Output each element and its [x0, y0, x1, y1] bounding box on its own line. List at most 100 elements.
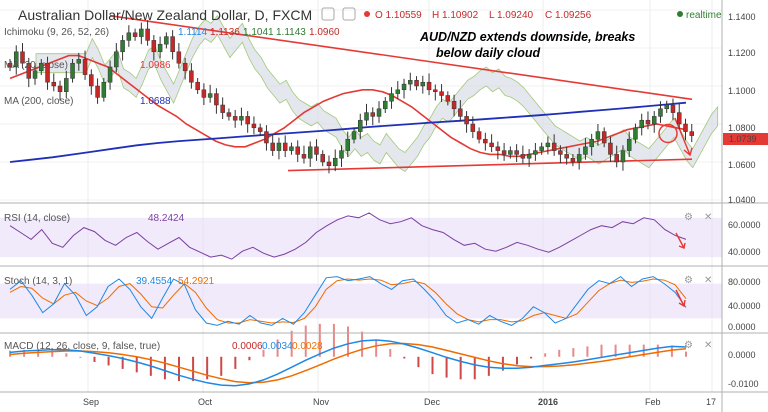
macd-signal-value: 0.0028 [292, 341, 323, 352]
candle [76, 52, 82, 71]
candle-body [358, 119, 363, 132]
candle-body [576, 154, 582, 163]
candle [7, 59, 13, 72]
ichimoku-v1: 1.1114 [178, 27, 208, 38]
candle [182, 57, 188, 80]
macd-hist-bar [431, 356, 434, 375]
macd-hist-bar [614, 344, 617, 357]
candle-body [314, 146, 319, 155]
candle [20, 43, 25, 69]
candle [451, 94, 457, 117]
price-axis: 1.1400 1.1200 1.1000 1.0800 1.0600 1.040… [728, 12, 756, 205]
candle [620, 145, 626, 171]
price-tick: 1.0400 [728, 195, 756, 205]
candle [564, 146, 569, 165]
candle-body [451, 100, 457, 110]
candle [14, 45, 19, 75]
candle-body [370, 112, 376, 117]
sub-panels [0, 212, 722, 387]
candle-body [633, 127, 638, 140]
candle [239, 107, 244, 126]
eye-icon[interactable] [342, 7, 356, 21]
price-tick: 1.1200 [728, 48, 756, 58]
candle-body [295, 146, 300, 155]
candle-body [689, 131, 694, 136]
candle-body [495, 146, 501, 151]
candle [395, 81, 401, 99]
candle-body [245, 116, 250, 125]
ohlc-close: C 1.09256 [545, 10, 592, 21]
candle-body [389, 93, 394, 102]
macd-hist-bar [206, 356, 209, 380]
macd-hist-bar [93, 356, 96, 362]
rsi-arrow-icon [675, 232, 686, 249]
macd-hist-bar [304, 325, 307, 357]
stoch-tick: 80.0000 [728, 277, 761, 287]
candle [339, 145, 344, 167]
candle [45, 56, 50, 90]
settings-icon[interactable] [321, 7, 335, 21]
rsi-line [9, 212, 687, 260]
candle [389, 87, 394, 109]
toolbar-icons[interactable] [321, 7, 356, 21]
candle-body [614, 154, 619, 163]
candle [576, 147, 582, 170]
stoch-settings-icon[interactable]: ⚙ [684, 275, 693, 286]
candle-body [595, 131, 601, 140]
ohlc-open: O 1.10559 [375, 10, 422, 21]
candle-body [676, 112, 682, 125]
candle-body [14, 51, 19, 68]
ichimoku-v4: 1.1143 [276, 27, 306, 38]
candle [645, 111, 651, 130]
macd-hist-bar [178, 356, 180, 382]
macd-close-icon[interactable]: ✕ [704, 340, 712, 351]
stoch-k-value: 39.4554 [136, 276, 173, 287]
macd-hist-bar [51, 350, 54, 357]
candle-body [89, 74, 94, 87]
time-tick: Feb [645, 397, 661, 407]
candle-body [320, 154, 325, 163]
candle-body [626, 138, 632, 151]
candle-body [620, 150, 626, 163]
candle [420, 75, 426, 94]
candle-body [39, 62, 44, 72]
ohlc-high: H 1.10902 [432, 10, 479, 21]
candle [170, 30, 175, 60]
candle-body [51, 81, 57, 87]
candle-body [583, 146, 588, 155]
candle [57, 80, 63, 101]
rsi-label: RSI (14, close) [4, 213, 70, 224]
stoch-tick: 40.0000 [728, 301, 761, 311]
candle [664, 100, 669, 113]
candle [195, 78, 200, 94]
candle [495, 141, 501, 160]
macd-hist-bar [656, 344, 659, 357]
candle-body [139, 28, 144, 37]
candle-body [76, 59, 82, 64]
ichimoku-v3: 1.1041 [243, 27, 274, 38]
macd-hist-bar [544, 353, 547, 357]
candle-body [114, 51, 119, 68]
candle-body [664, 104, 669, 110]
candle-body [445, 95, 451, 102]
candle-body [508, 150, 513, 155]
candle-body [408, 80, 413, 85]
candle [501, 143, 507, 161]
candle-body [57, 85, 63, 92]
rsi-settings-icon[interactable]: ⚙ [684, 212, 693, 223]
macd-hist-bar [65, 353, 68, 357]
candle-body [120, 40, 125, 53]
candle [314, 139, 319, 161]
candle-body [107, 66, 113, 83]
ichimoku-label: Ichimoku (9, 26, 52, 26) [4, 27, 109, 38]
panel-controls[interactable]: ⚙ ✕ ⚙ ✕ ⚙ ✕ [684, 212, 712, 351]
candle [114, 43, 119, 73]
last-price-value: 1.0739 [729, 134, 757, 144]
rsi-close-icon[interactable]: ✕ [704, 212, 712, 223]
highlight-circle [658, 123, 678, 144]
candle-body [589, 138, 594, 148]
stoch-close-icon[interactable]: ✕ [704, 275, 712, 286]
candle-body [551, 142, 557, 151]
macd-settings-icon[interactable]: ⚙ [684, 340, 693, 351]
candle [39, 59, 44, 75]
